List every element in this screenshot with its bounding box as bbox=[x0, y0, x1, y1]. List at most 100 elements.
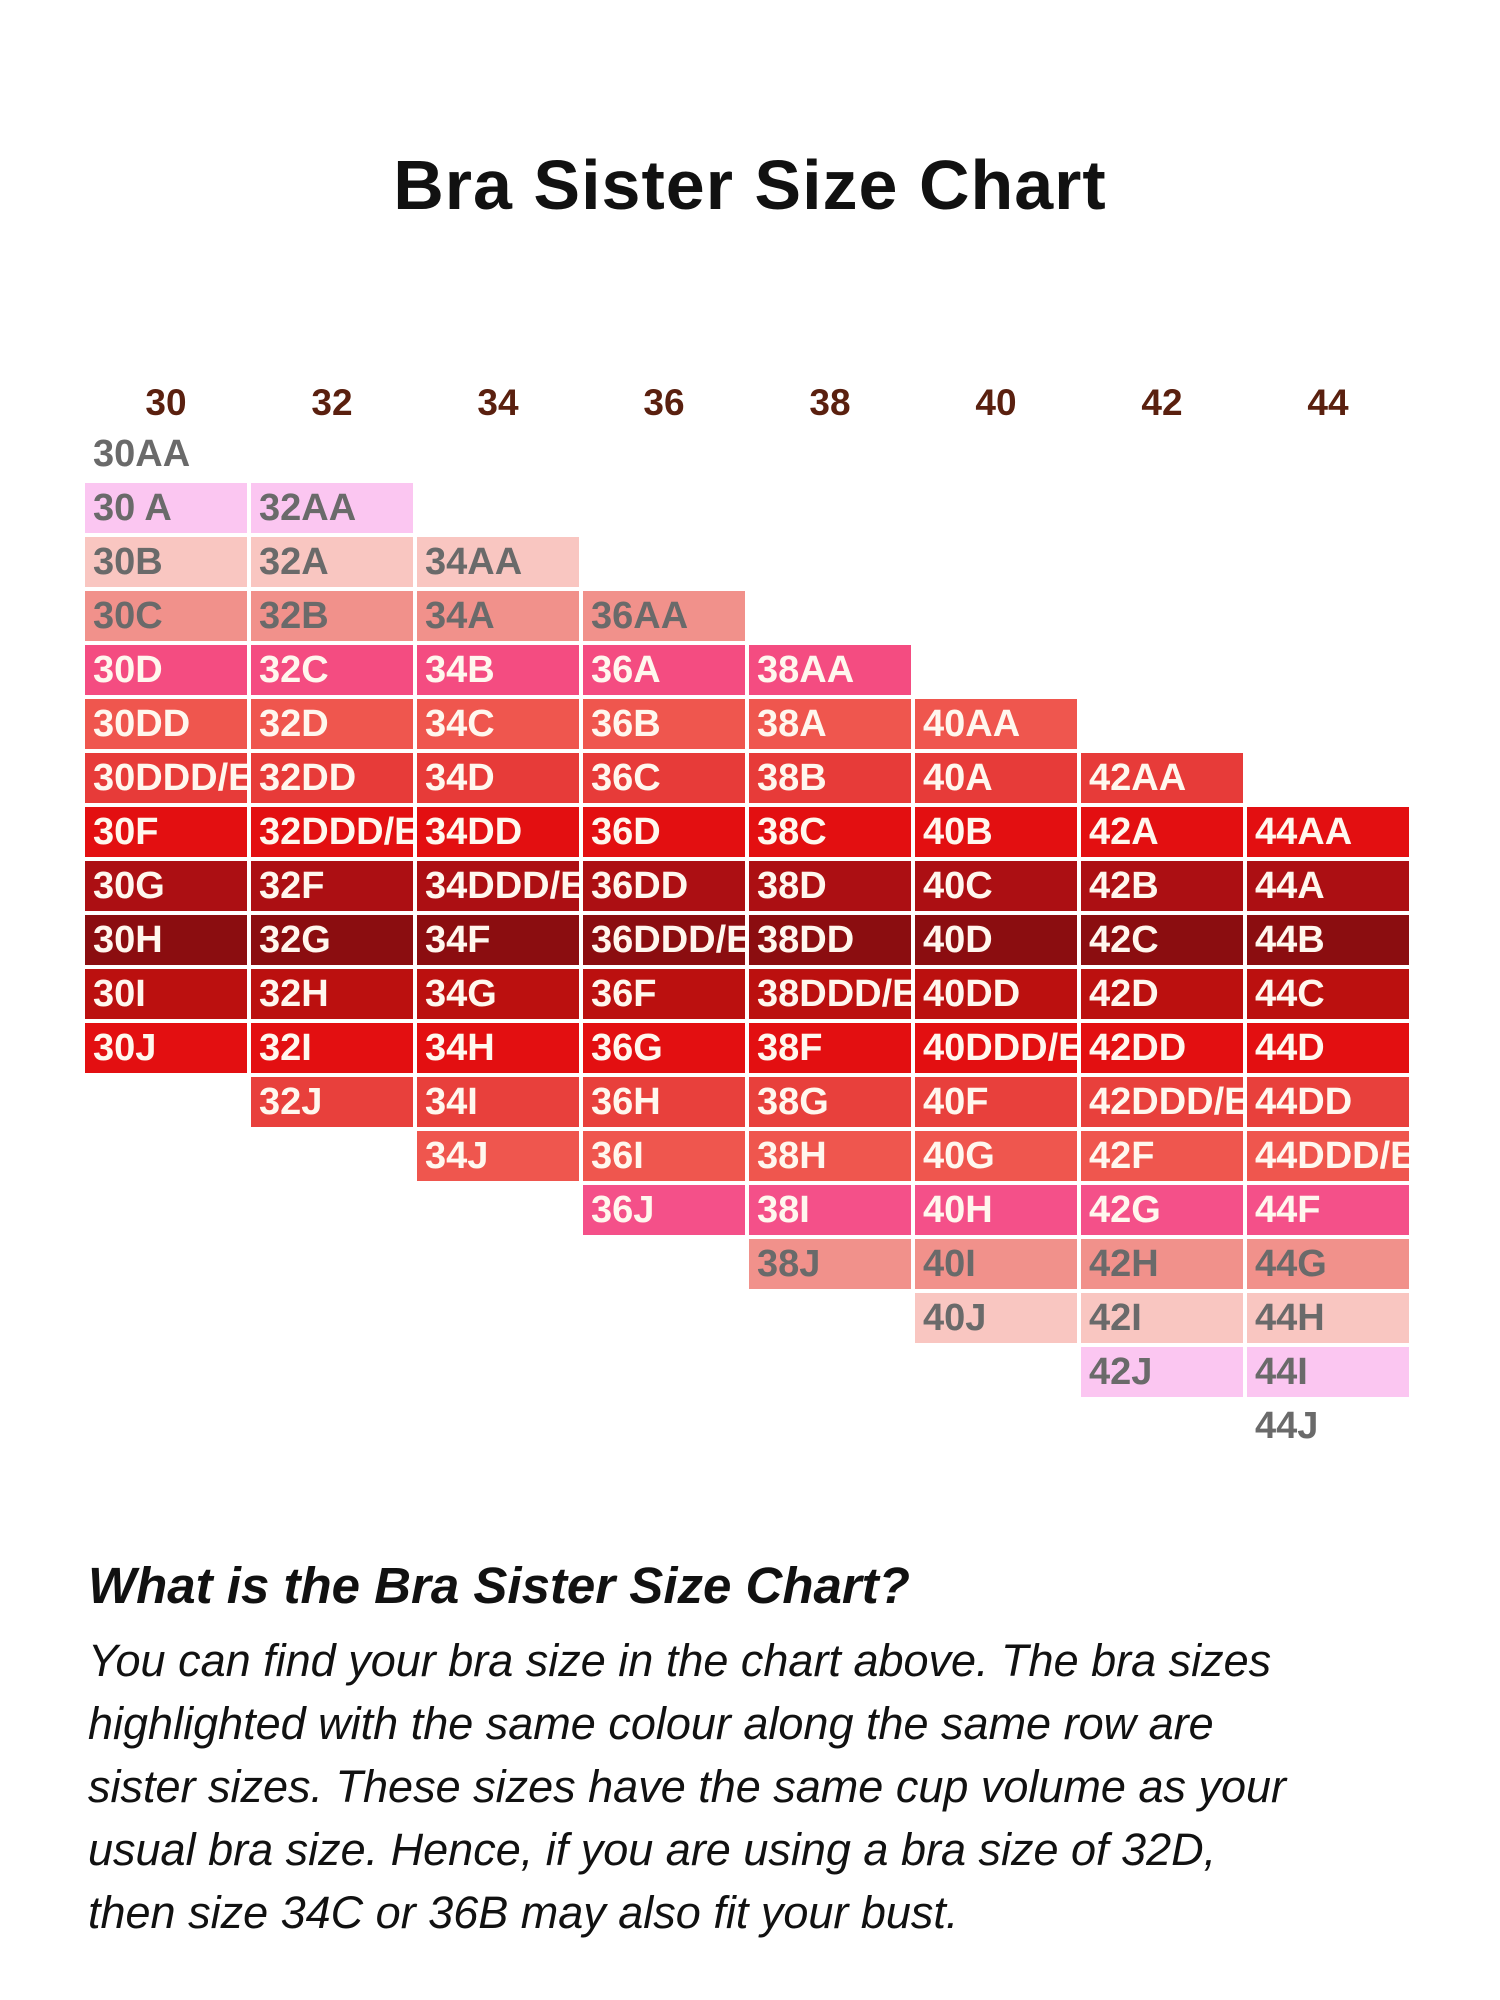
bra-size-cell: 30DDD/E bbox=[85, 753, 247, 803]
bra-size-cell: 30AA bbox=[85, 429, 247, 479]
bra-size-cell: 42A bbox=[1081, 807, 1243, 857]
bra-size-cell: 44G bbox=[1247, 1239, 1409, 1289]
footer-heading: What is the Bra Sister Size Chart? bbox=[88, 1557, 910, 1614]
bra-size-cell: 42C bbox=[1081, 915, 1243, 965]
bra-size-cell: 40J bbox=[915, 1293, 1077, 1343]
bra-size-cell: 38D bbox=[749, 861, 911, 911]
band-size-header: 38 bbox=[809, 382, 851, 423]
bra-size-cell: 30 A bbox=[85, 483, 247, 533]
bra-size-cell: 38B bbox=[749, 753, 911, 803]
bra-size-cell: 44F bbox=[1247, 1185, 1409, 1235]
bra-size-cell: 40C bbox=[915, 861, 1077, 911]
band-size-header: 32 bbox=[311, 382, 353, 423]
footer-body-line: You can find your bra size in the chart … bbox=[88, 1635, 1272, 1686]
bra-size-cell: 40AA bbox=[915, 699, 1077, 749]
bra-size-cell: 34B bbox=[417, 645, 579, 695]
bra-size-cell: 36D bbox=[583, 807, 745, 857]
bra-size-cell: 32AA bbox=[251, 483, 413, 533]
bra-size-cell: 30C bbox=[85, 591, 247, 641]
bra-size-cell: 36A bbox=[583, 645, 745, 695]
bra-size-cell: 30G bbox=[85, 861, 247, 911]
bra-size-cell: 38DD bbox=[749, 915, 911, 965]
bra-size-cell: 34AA bbox=[417, 537, 579, 587]
bra-size-cell: 40A bbox=[915, 753, 1077, 803]
bra-size-cell: 30F bbox=[85, 807, 247, 857]
bra-size-cell: 40D bbox=[915, 915, 1077, 965]
bra-size-cell: 38H bbox=[749, 1131, 911, 1181]
bra-size-cell: 38DDD/E bbox=[749, 969, 911, 1019]
bra-size-cell: 36DDD/E bbox=[583, 915, 745, 965]
bra-size-cell: 44D bbox=[1247, 1023, 1409, 1073]
bra-size-cell: 42J bbox=[1081, 1347, 1243, 1397]
bra-size-cell: 42DD bbox=[1081, 1023, 1243, 1073]
bra-size-cell: 38A bbox=[749, 699, 911, 749]
bra-size-cell: 36H bbox=[583, 1077, 745, 1127]
bra-size-cell: 34C bbox=[417, 699, 579, 749]
bra-size-cell: 32D bbox=[251, 699, 413, 749]
bra-size-cell: 38J bbox=[749, 1239, 911, 1289]
bra-size-cell: 30B bbox=[85, 537, 247, 587]
bra-size-cell: 34D bbox=[417, 753, 579, 803]
bra-size-cell: 34F bbox=[417, 915, 579, 965]
bra-size-cell: 34I bbox=[417, 1077, 579, 1127]
bra-size-cell: 42B bbox=[1081, 861, 1243, 911]
footer-text-block: What is the Bra Sister Size Chart? You c… bbox=[88, 1556, 1458, 1944]
bra-size-cell: 34J bbox=[417, 1131, 579, 1181]
bra-size-cell: 38F bbox=[749, 1023, 911, 1073]
band-size-header: 36 bbox=[643, 382, 685, 423]
bra-size-cell: 32A bbox=[251, 537, 413, 587]
bra-size-cell: 30D bbox=[85, 645, 247, 695]
bra-size-cell: 44H bbox=[1247, 1293, 1409, 1343]
bra-size-cell: 40G bbox=[915, 1131, 1077, 1181]
band-size-header: 42 bbox=[1141, 382, 1183, 423]
bra-size-cell: 44AA bbox=[1247, 807, 1409, 857]
bra-size-cell: 34G bbox=[417, 969, 579, 1019]
bra-size-cell: 32G bbox=[251, 915, 413, 965]
bra-size-cell: 32F bbox=[251, 861, 413, 911]
bra-size-cell: 44B bbox=[1247, 915, 1409, 965]
bra-size-cell: 32DDD/E bbox=[251, 807, 413, 857]
bra-size-cell: 30H bbox=[85, 915, 247, 965]
bra-size-cell: 42I bbox=[1081, 1293, 1243, 1343]
sister-size-chart: 30 32 34 36 38 40 42 44 30AA 30 A 32AA 30B 32A 34AA 3… bbox=[85, 383, 1409, 1451]
bra-size-cell: 44DD bbox=[1247, 1077, 1409, 1127]
footer-body-line: sister sizes. These sizes have the same … bbox=[88, 1761, 1287, 1812]
bra-size-cell: 30J bbox=[85, 1023, 247, 1073]
bra-size-cell: 40DD bbox=[915, 969, 1077, 1019]
bra-size-cell: 40B bbox=[915, 807, 1077, 857]
bra-size-cell: 34H bbox=[417, 1023, 579, 1073]
bra-size-cell: 44C bbox=[1247, 969, 1409, 1019]
bra-size-cell: 36I bbox=[583, 1131, 745, 1181]
bra-size-cell: 38I bbox=[749, 1185, 911, 1235]
bra-size-cell: 30DD bbox=[85, 699, 247, 749]
bra-size-cell: 42F bbox=[1081, 1131, 1243, 1181]
bra-size-cell: 44I bbox=[1247, 1347, 1409, 1397]
bra-size-cell: 42H bbox=[1081, 1239, 1243, 1289]
band-size-header: 30 bbox=[145, 382, 187, 423]
bra-size-cell: 42G bbox=[1081, 1185, 1243, 1235]
band-size-header: 34 bbox=[477, 382, 519, 423]
band-size-header: 44 bbox=[1307, 382, 1349, 423]
bra-size-cell: 36B bbox=[583, 699, 745, 749]
bra-size-cell: 36J bbox=[583, 1185, 745, 1235]
page-title: Bra Sister Size Chart bbox=[393, 146, 1107, 224]
bra-size-cell: 40H bbox=[915, 1185, 1077, 1235]
chart-grid: 30AA 30 A 32AA 30B 32A 34AA 30C 32B 34A 36AA 30D 32… bbox=[85, 429, 1409, 1451]
bra-size-cell: 36DD bbox=[583, 861, 745, 911]
bra-size-cell: 32J bbox=[251, 1077, 413, 1127]
bra-size-cell: 32I bbox=[251, 1023, 413, 1073]
footer-body-line: highlighted with the same colour along t… bbox=[88, 1698, 1214, 1749]
bra-size-cell: 40DDD/E bbox=[915, 1023, 1077, 1073]
bra-size-cell: 36C bbox=[583, 753, 745, 803]
footer-body-line: then size 34C or 36B may also fit your b… bbox=[88, 1887, 959, 1938]
bra-size-cell: 42D bbox=[1081, 969, 1243, 1019]
footer-body-line: usual bra size. Hence, if you are using … bbox=[88, 1824, 1217, 1875]
bra-size-cell: 38G bbox=[749, 1077, 911, 1127]
bra-size-cell: 34DD bbox=[417, 807, 579, 857]
bra-size-cell: 42DDD/E bbox=[1081, 1077, 1243, 1127]
bra-size-cell: 34A bbox=[417, 591, 579, 641]
band-size-header-row: 30 32 34 36 38 40 42 44 bbox=[85, 383, 1409, 427]
bra-size-cell: 32DD bbox=[251, 753, 413, 803]
bra-size-cell: 40F bbox=[915, 1077, 1077, 1127]
